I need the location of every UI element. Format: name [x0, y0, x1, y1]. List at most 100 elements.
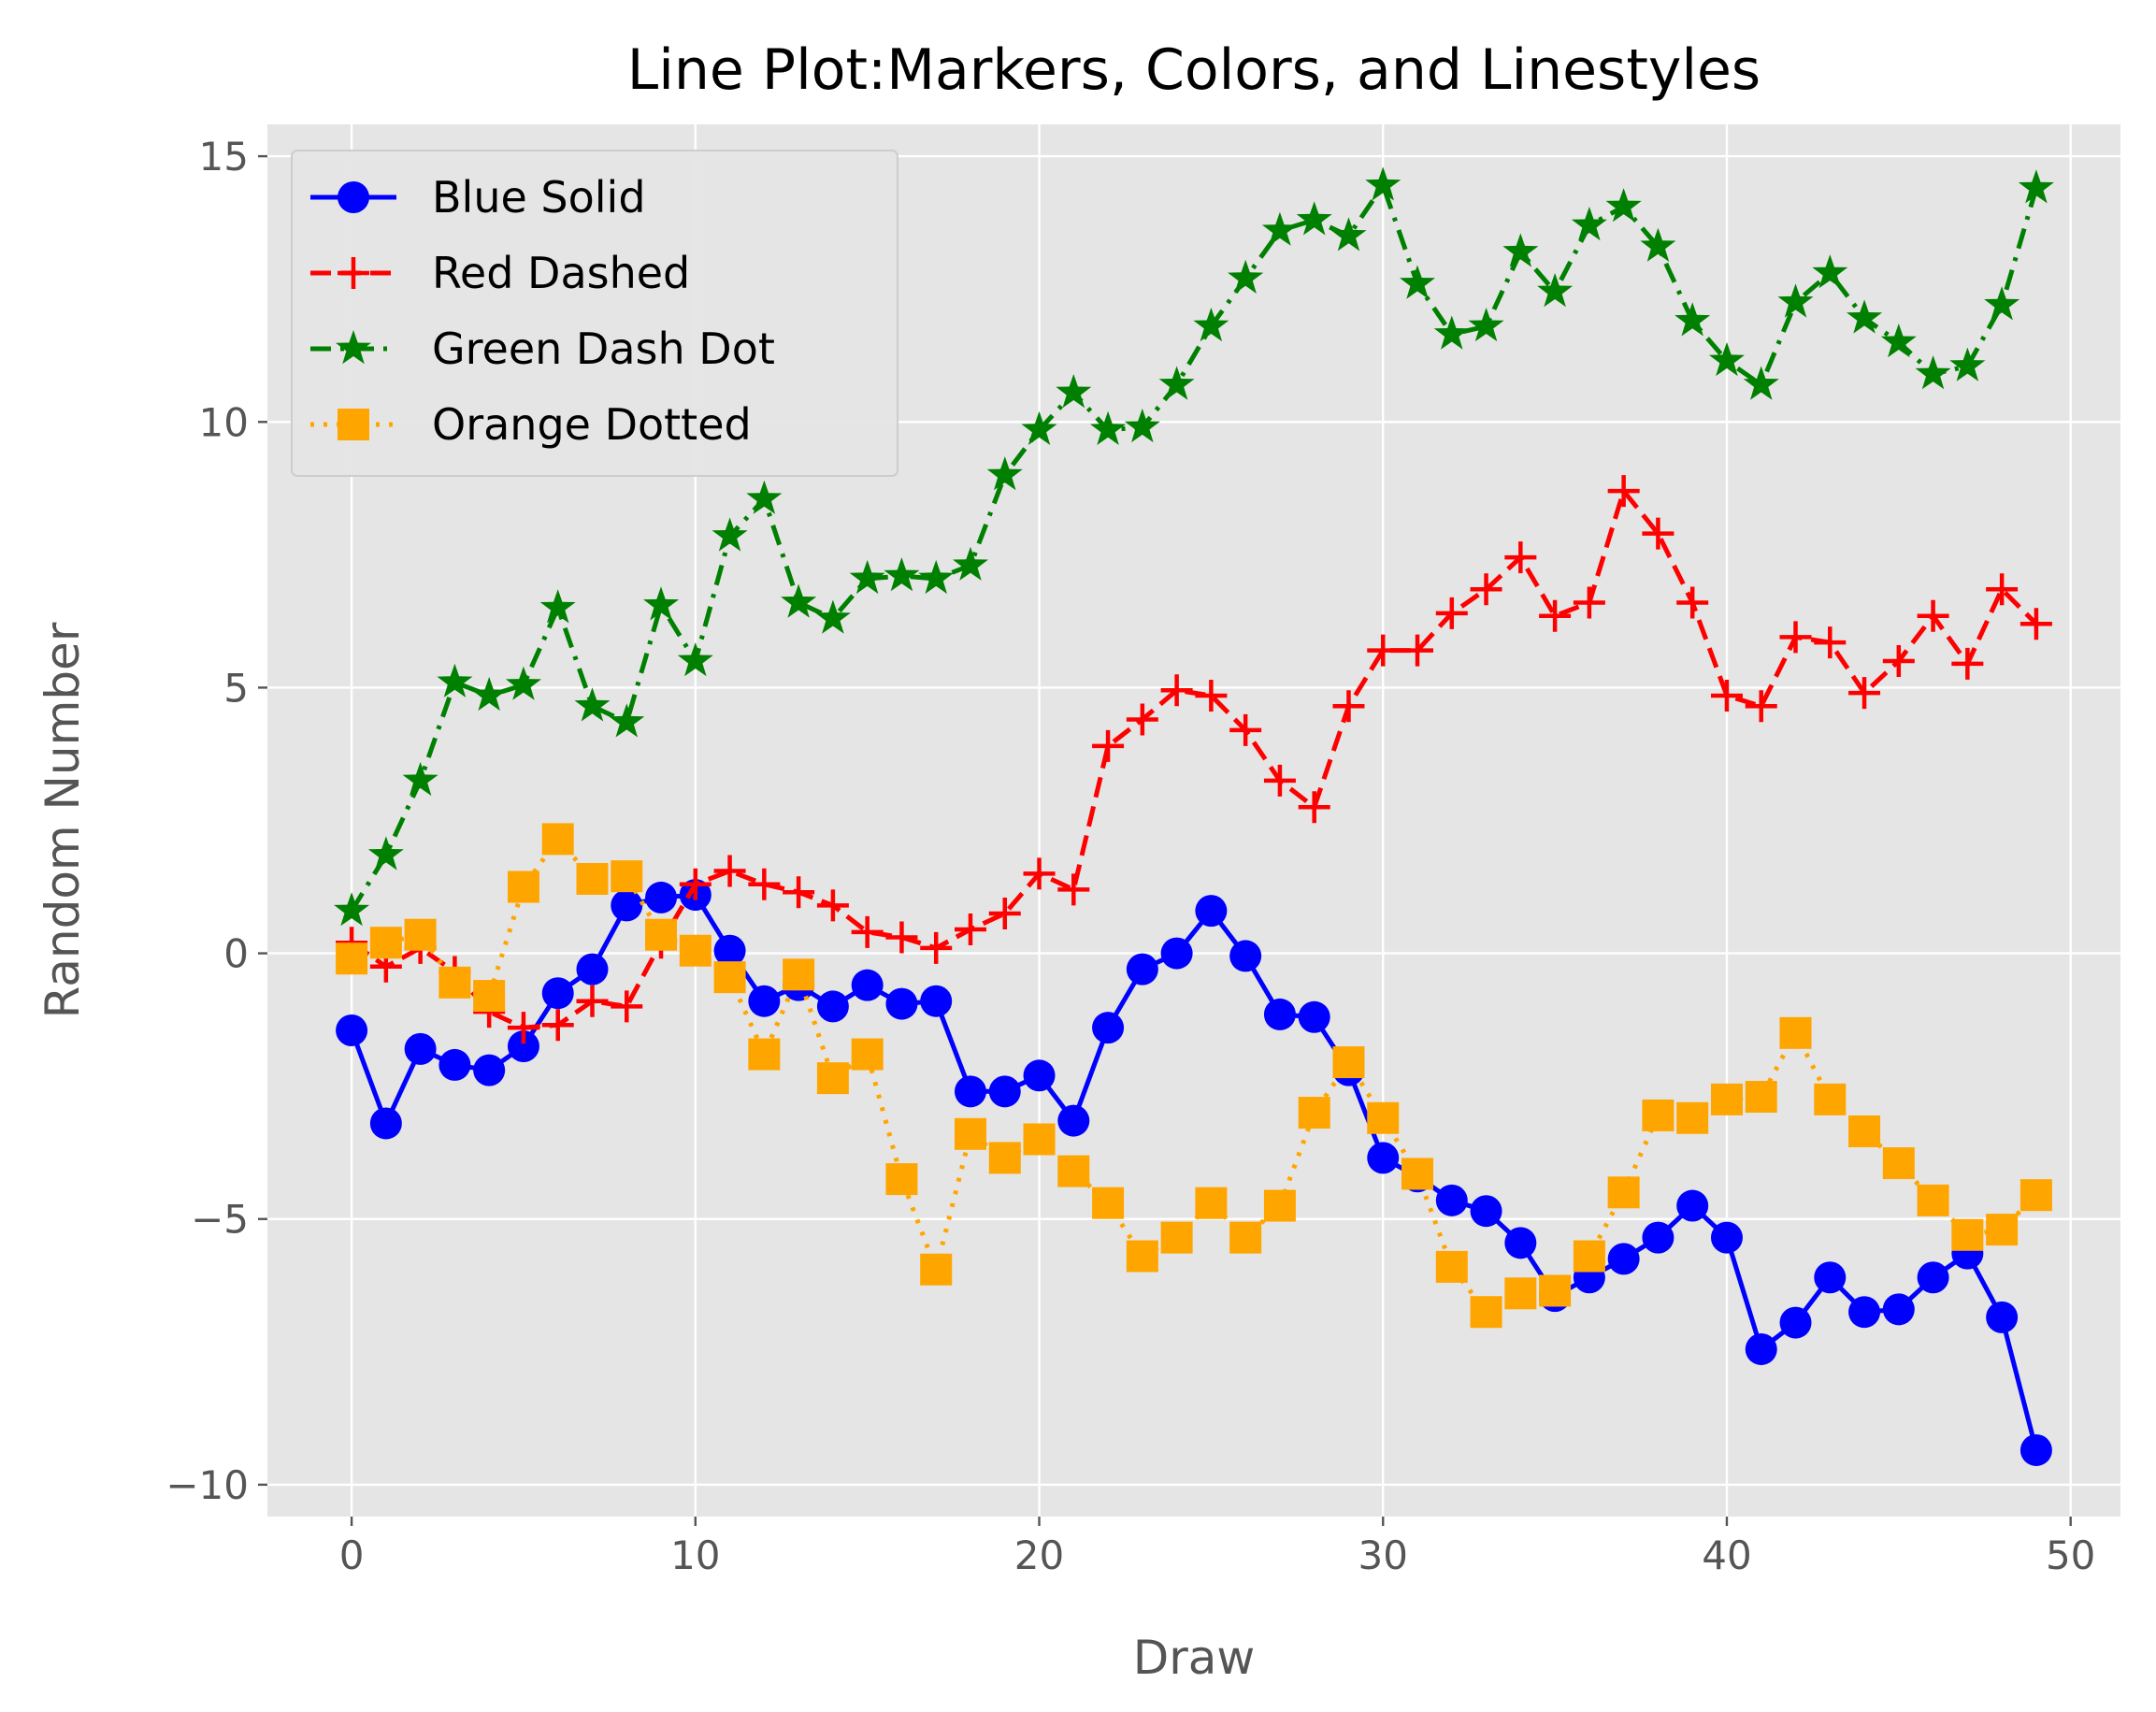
data-point-green-dash-dot: [1090, 410, 1127, 445]
data-point-orange-dotted: [1848, 1115, 1881, 1147]
data-point-red-dashed: [1607, 475, 1640, 508]
x-tick-label: 0: [339, 1532, 365, 1578]
x-axis-label: Draw: [1133, 1631, 1256, 1685]
data-point-blue-solid: [1435, 1184, 1468, 1216]
data-point-orange-dotted: [1435, 1250, 1468, 1283]
y-tick-label: −5: [191, 1197, 249, 1243]
data-point-orange-dotted: [473, 980, 506, 1013]
legend-marker-blue-solid: [338, 181, 369, 213]
data-point-green-dash-dot: [849, 559, 885, 595]
data-point-orange-dotted: [1779, 1016, 1812, 1049]
data-point-green-dash-dot: [1296, 201, 1332, 236]
data-point-orange-dotted: [1573, 1240, 1605, 1273]
data-point-green-dash-dot: [505, 666, 541, 700]
data-point-green-dash-dot: [1400, 265, 1435, 299]
data-point-blue-solid: [1195, 895, 1228, 928]
data-point-orange-dotted: [1092, 1187, 1125, 1219]
data-point-orange-dotted: [1539, 1274, 1572, 1307]
data-point-blue-solid: [1160, 937, 1193, 970]
data-point-orange-dotted: [1882, 1147, 1915, 1180]
data-point-blue-solid: [1057, 1104, 1090, 1137]
data-point-green-dash-dot: [1880, 324, 1917, 358]
data-point-orange-dotted: [748, 1038, 781, 1071]
data-point-green-dash-dot: [471, 676, 508, 712]
data-point-blue-solid: [1092, 1012, 1125, 1044]
data-point-green-dash-dot: [1502, 233, 1539, 267]
data-point-red-dashed: [1504, 541, 1537, 574]
data-point-blue-solid: [507, 1030, 539, 1063]
data-point-green-dash-dot: [402, 761, 438, 797]
data-point-orange-dotted: [1710, 1083, 1743, 1115]
data-point-red-dashed: [1023, 857, 1056, 890]
data-point-red-dashed: [611, 990, 643, 1023]
data-point-red-dashed: [1539, 599, 1572, 632]
legend-marker-green-dash-dot: [336, 330, 371, 365]
data-point-red-dashed: [1642, 517, 1674, 550]
legend-label-green-dash-dot: Green Dash Dot: [432, 324, 775, 374]
data-point-green-dash-dot: [643, 586, 680, 621]
data-point-red-dashed: [1057, 873, 1090, 906]
y-tick-label: 5: [223, 665, 249, 711]
data-point-orange-dotted: [1814, 1083, 1847, 1115]
data-point-orange-dotted: [920, 1253, 953, 1286]
data-point-orange-dotted: [1917, 1184, 1949, 1216]
data-point-green-dash-dot: [1605, 188, 1642, 223]
data-point-red-dashed: [1332, 690, 1365, 723]
data-point-blue-solid: [1779, 1306, 1812, 1339]
data-point-blue-solid: [1263, 998, 1296, 1030]
data-point-blue-solid: [816, 990, 849, 1023]
data-point-red-dashed: [679, 868, 711, 900]
data-point-red-dashed: [1745, 690, 1777, 723]
data-point-orange-dotted: [1676, 1101, 1709, 1134]
data-point-orange-dotted: [507, 870, 539, 903]
data-point-orange-dotted: [404, 918, 437, 951]
data-point-red-dashed: [1298, 791, 1330, 824]
data-point-blue-solid: [1917, 1261, 1949, 1294]
data-point-blue-solid: [1642, 1221, 1674, 1254]
data-point-green-dash-dot: [1021, 410, 1057, 445]
data-point-green-dash-dot: [1674, 302, 1711, 337]
data-point-red-dashed: [1882, 645, 1915, 678]
data-point-green-dash-dot: [884, 557, 920, 592]
data-point-orange-dotted: [1298, 1097, 1330, 1129]
chart-title: Line Plot:Markers, Colors, and Linestyle…: [627, 37, 1761, 103]
data-point-green-dash-dot: [1124, 408, 1160, 443]
data-point-orange-dotted: [1401, 1158, 1434, 1190]
x-tick-label: 20: [1014, 1532, 1064, 1578]
data-point-green-dash-dot: [1228, 259, 1264, 294]
data-point-red-dashed: [1676, 586, 1709, 619]
series-green-dash-dot: [334, 166, 2054, 927]
data-point-orange-dotted: [541, 823, 574, 856]
data-point-blue-solid: [1986, 1301, 2019, 1333]
data-point-green-dash-dot: [1365, 166, 1401, 201]
data-point-orange-dotted: [1229, 1221, 1262, 1254]
data-point-blue-solid: [438, 1048, 471, 1081]
data-point-blue-solid: [1367, 1142, 1400, 1174]
data-point-blue-solid: [369, 1107, 402, 1140]
data-point-red-dashed: [1779, 621, 1812, 654]
data-point-orange-dotted: [1607, 1176, 1640, 1209]
legend-marker-orange-dotted: [338, 409, 369, 440]
y-tick-label: 0: [223, 931, 249, 977]
data-point-green-dash-dot: [1949, 347, 1986, 381]
data-point-green-dash-dot: [1640, 227, 1676, 262]
data-point-red-dashed: [1092, 729, 1125, 762]
data-point-blue-solid: [920, 985, 953, 1017]
data-point-blue-solid: [1882, 1293, 1915, 1326]
data-point-red-dashed: [1229, 713, 1262, 746]
data-point-green-dash-dot: [1743, 366, 1779, 400]
data-point-orange-dotted: [438, 966, 471, 999]
data-point-green-dash-dot: [1777, 283, 1814, 318]
data-point-blue-solid: [1607, 1243, 1640, 1275]
data-point-blue-solid: [713, 934, 746, 967]
data-point-orange-dotted: [713, 961, 746, 994]
data-point-red-dashed: [1814, 626, 1847, 659]
series-orange-dotted: [336, 823, 2052, 1329]
data-point-green-dash-dot: [1915, 355, 1951, 390]
data-point-red-dashed: [1367, 634, 1400, 667]
data-point-red-dashed: [1573, 586, 1605, 619]
data-point-green-dash-dot: [746, 480, 783, 514]
legend-marker-red-dashed: [338, 257, 369, 289]
data-point-orange-dotted: [1057, 1155, 1090, 1187]
data-point-red-dashed: [988, 897, 1021, 929]
